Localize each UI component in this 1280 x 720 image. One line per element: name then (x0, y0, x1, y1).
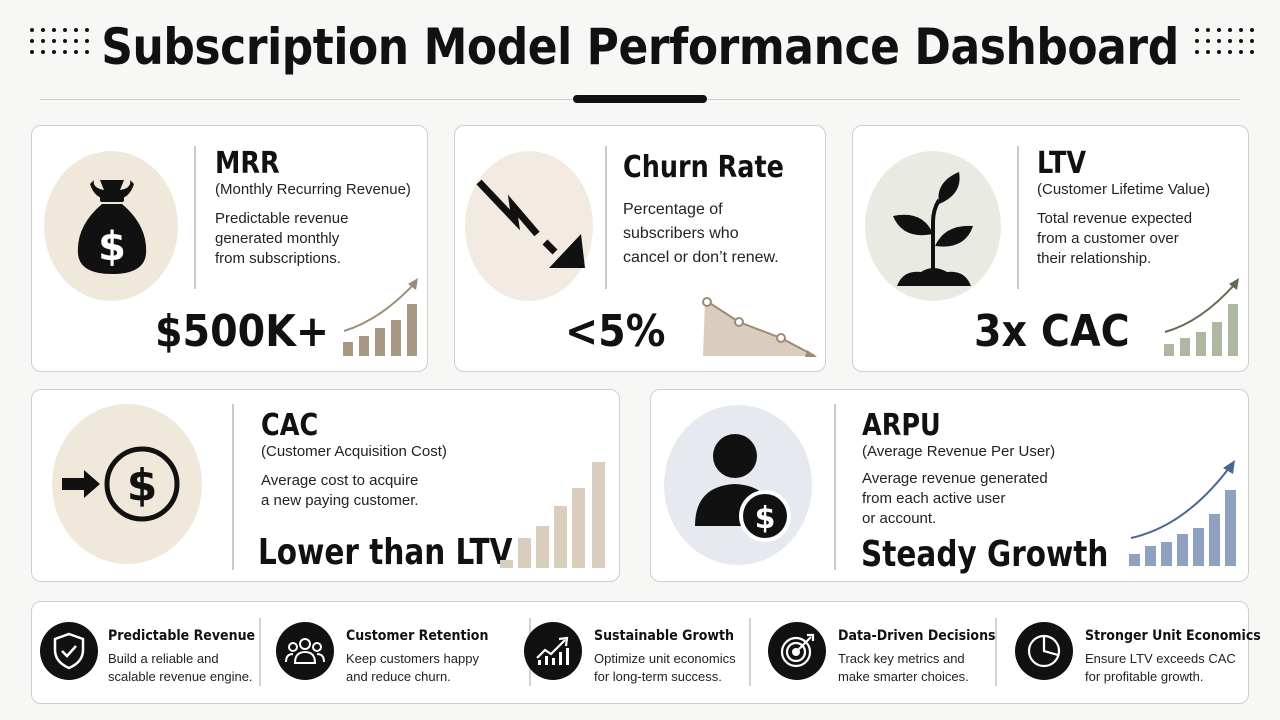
arpu-divider (834, 404, 836, 570)
page-title: Subscription Model Performance Dashboard (101, 18, 1179, 76)
benefit-description: Track key metrics and make smarter choic… (838, 651, 969, 684)
benefit-description: Ensure LTV exceeds CAC for profitable gr… (1085, 651, 1236, 684)
arrow-dollar-icon: $ (62, 446, 180, 522)
benefit-divider (995, 618, 997, 686)
header-accent-bar (573, 95, 707, 103)
benefit-customer-retention: Customer Retention Keep customers happy … (269, 602, 529, 702)
benefit-title: Data-Driven Decisions (838, 628, 996, 644)
mrr-divider (194, 146, 196, 289)
svg-text:$: $ (98, 224, 126, 270)
benefit-sustainable-growth: Sustainable Growth Optimize unit economi… (524, 602, 764, 702)
money-bag-icon: $ (77, 180, 147, 274)
arpu-value: Steady Growth (861, 534, 1109, 575)
ltv-value: 3x CAC (974, 306, 1130, 357)
arpu-subtitle: (Average Revenue Per User) (862, 443, 1056, 460)
ltv-description: Total revenue expected from a customer o… (1037, 210, 1193, 267)
benefit-predictable-revenue: Predictable Revenue Build a reliable and… (32, 602, 262, 702)
benefit-title: Predictable Revenue (108, 628, 256, 644)
kpi-card-mrr: $ MRR (Monthly Recurring Revenue) Predic… (31, 125, 428, 372)
benefit-description: Keep customers happy and reduce churn. (346, 651, 479, 684)
pie-chart-icon (1015, 622, 1073, 680)
mrr-growth-chart-icon (343, 278, 418, 356)
churn-value: <5% (565, 306, 666, 357)
benefit-divider (749, 618, 751, 686)
arpu-title: ARPU (862, 408, 941, 443)
kpi-card-cac: $ CAC (Customer Acquisition Cost) Averag… (31, 389, 620, 582)
kpi-card-churn: Churn Rate Percentage of subscribers who… (454, 125, 826, 372)
users-group-icon (276, 622, 334, 680)
sprout-icon (893, 172, 973, 286)
benefit-description: Optimize unit economics for long-term su… (594, 651, 736, 684)
downtrend-arrow-icon (476, 179, 585, 268)
kpi-card-arpu: $ ARPU (Average Revenue Per User) Averag… (650, 389, 1249, 582)
cac-divider (232, 404, 234, 570)
arpu-description: Average revenue generated from each acti… (862, 470, 1048, 527)
benefit-title: Customer Retention (346, 628, 489, 644)
decorative-dots-right (1195, 28, 1254, 54)
churn-divider (605, 146, 607, 289)
svg-text:$: $ (755, 501, 776, 536)
benefit-stronger-unit-economics: Stronger Unit Economics Ensure LTV excee… (1015, 602, 1261, 702)
benefit-title: Sustainable Growth (594, 628, 734, 644)
benefit-title: Stronger Unit Economics (1085, 628, 1261, 644)
ltv-title: LTV (1037, 146, 1087, 181)
decorative-dots-left (30, 28, 89, 54)
cac-subtitle: (Customer Acquisition Cost) (261, 443, 447, 460)
churn-description: Percentage of subscribers who cancel or … (623, 201, 779, 266)
cac-bar-chart-icon (500, 462, 605, 568)
ltv-divider (1017, 146, 1019, 289)
shield-check-icon (40, 622, 98, 680)
svg-text:$: $ (127, 460, 158, 511)
growth-chart-icon (524, 622, 582, 680)
churn-title: Churn Rate (623, 150, 784, 185)
mrr-description: Predictable revenue generated monthly fr… (215, 210, 349, 267)
user-dollar-icon: $ (695, 434, 791, 542)
benefit-divider (259, 618, 261, 686)
mrr-value: $500K+ (155, 306, 330, 357)
mrr-title: MRR (215, 146, 280, 181)
benefit-description: Build a reliable and scalable revenue en… (108, 651, 253, 684)
target-icon (768, 622, 826, 680)
kpi-card-ltv: LTV (Customer Lifetime Value) Total reve… (852, 125, 1249, 372)
cac-description: Average cost to acquire a new paying cus… (261, 472, 419, 509)
arpu-growth-chart-icon (1129, 460, 1236, 566)
benefits-strip: Predictable Revenue Build a reliable and… (31, 601, 1261, 704)
churn-decline-chart-icon (702, 297, 817, 357)
cac-title: CAC (261, 408, 319, 443)
ltv-growth-chart-icon (1164, 278, 1239, 356)
ltv-subtitle: (Customer Lifetime Value) (1037, 181, 1211, 198)
benefit-data-driven-decisions: Data-Driven Decisions Track key metrics … (768, 602, 1008, 702)
mrr-subtitle: (Monthly Recurring Revenue) (215, 181, 411, 198)
cac-value: Lower than LTV (258, 532, 513, 573)
